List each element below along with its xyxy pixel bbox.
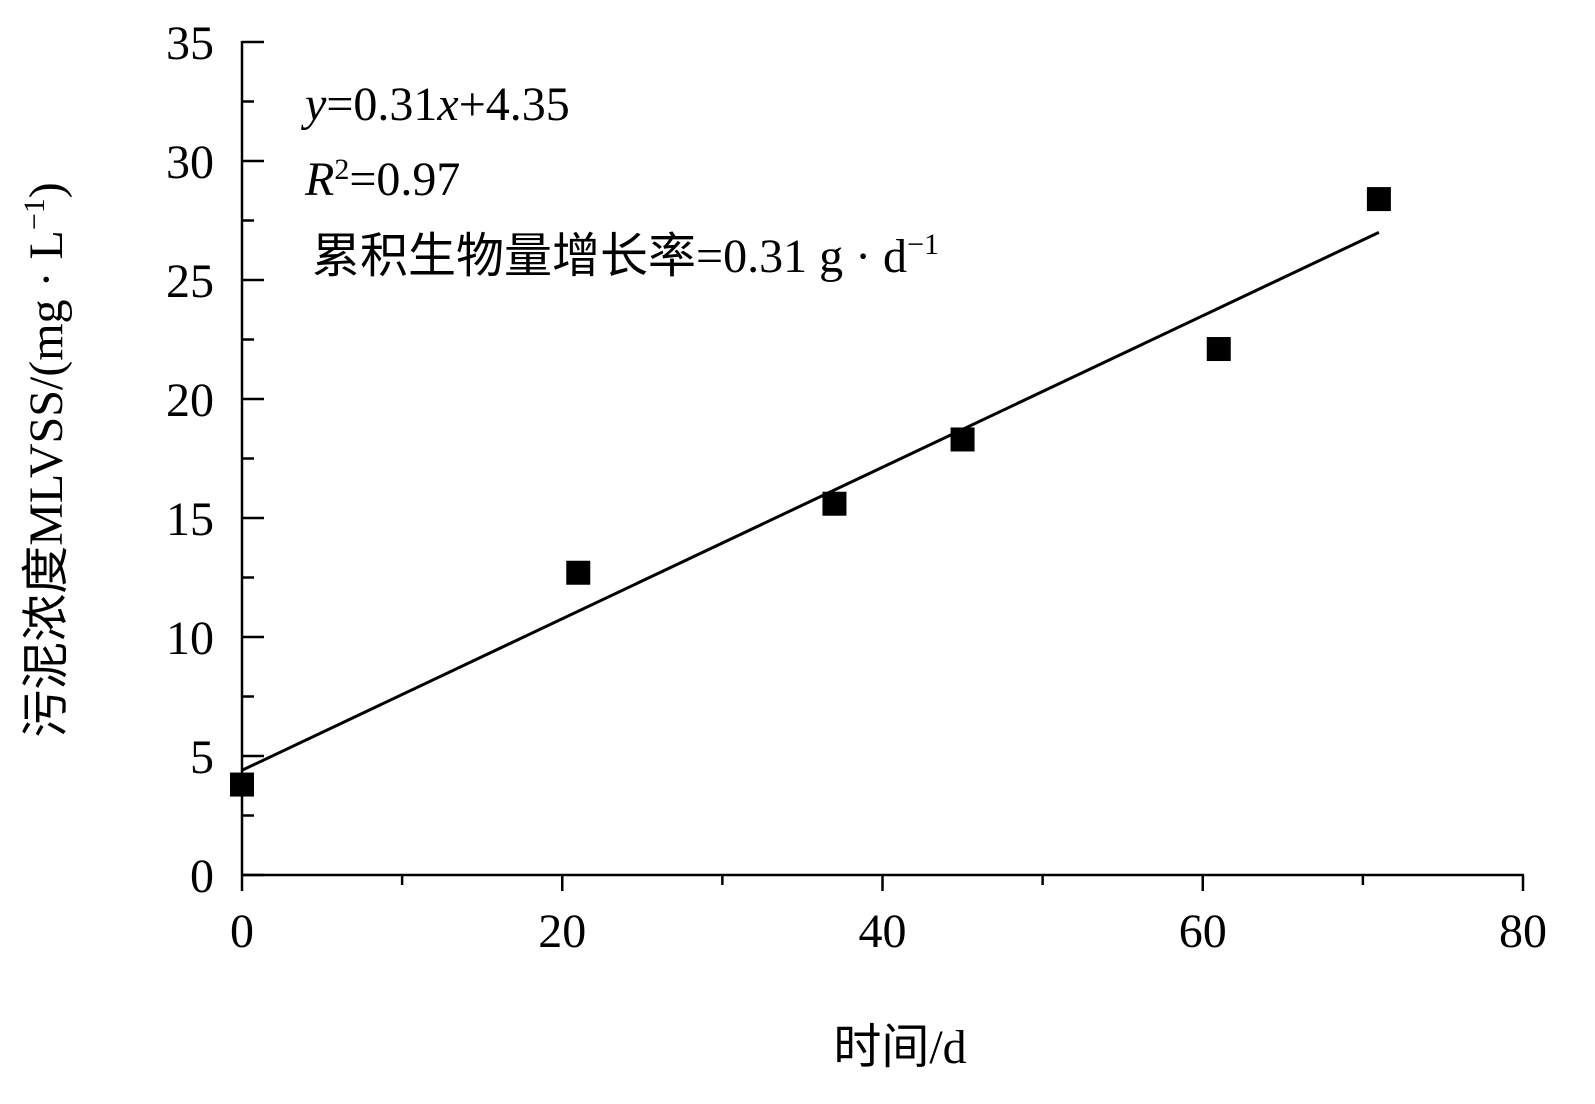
point <box>566 560 591 585</box>
point <box>230 772 254 797</box>
point <box>1366 187 1391 212</box>
x-tick-label: 40 <box>859 905 907 958</box>
x-tick-label: 80 <box>1499 905 1547 958</box>
eq-x: x <box>436 78 458 131</box>
y-tick-label: 25 <box>166 255 214 308</box>
growth-sup: −1 <box>907 228 939 261</box>
y-tick-label: 35 <box>166 17 214 70</box>
r: R <box>304 153 334 206</box>
x-tick-label: 20 <box>538 905 586 958</box>
y-tick-label: 5 <box>190 731 214 784</box>
x-tick-label: 60 <box>1179 905 1227 958</box>
y-label-end: ) <box>20 182 73 198</box>
point <box>1206 337 1231 362</box>
y-label-main: 污泥浓度MLVSS/(mg · L <box>20 230 73 738</box>
r-squared: R2=0.97 <box>304 153 460 206</box>
equation: y=0.31x+4.35 <box>300 78 570 131</box>
point <box>822 491 847 516</box>
eq-a: =0.31 <box>326 78 437 131</box>
x-tick-label: 0 <box>230 905 254 958</box>
y-tick-label: 10 <box>166 612 214 665</box>
growth-main: 累积生物量增长率=0.31 g · d <box>312 230 907 283</box>
growth-rate: 累积生物量增长率=0.31 g · d−1 <box>312 228 939 283</box>
y-label-sup: −1 <box>18 198 51 230</box>
r-val: =0.97 <box>349 153 460 206</box>
y-axis-label: 污泥浓度MLVSS/(mg · L−1) <box>18 182 73 738</box>
y-tick-label: 0 <box>190 850 214 903</box>
y-tick-label: 20 <box>166 374 214 427</box>
point <box>950 427 975 452</box>
eq-y: y <box>300 78 327 131</box>
r-sup: 2 <box>334 153 349 186</box>
eq-b: +4.35 <box>459 78 570 131</box>
fit-line <box>241 231 1380 772</box>
x-axis-label: 时间/d <box>833 1021 966 1074</box>
y-tick-label: 15 <box>166 493 214 546</box>
y-tick-label: 30 <box>166 136 214 189</box>
